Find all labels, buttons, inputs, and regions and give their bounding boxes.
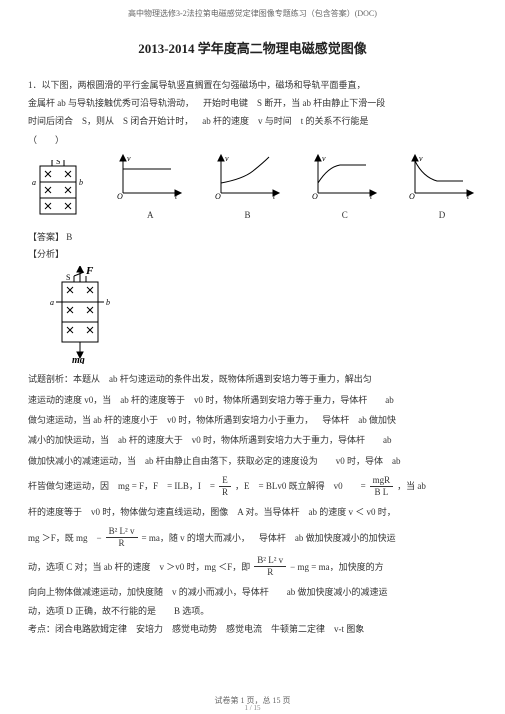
- question-line-3: 时间后闭合 S，则从 S 闭合开始计时， ab 杆的速度 v 与时间 t 的关系…: [28, 114, 477, 128]
- force-f-label: F: [85, 266, 94, 277]
- analysis-p1: 试题剖析：本题从 ab 杆匀速运动的条件出发，既物体所遇到安培力等于重力，解出匀: [28, 372, 477, 386]
- question-line-1: 1．以下图，两根圆滑的平行金属导轨竖直搁置在匀强磁场中，磁场和导轨平面垂直，: [28, 78, 477, 92]
- analysis-p9: 动，选项 C 对；当 ab 杆的速度 v ＞v0 时，mg ＜F，即 B² L²…: [28, 556, 477, 577]
- frac-num: E: [219, 476, 231, 487]
- analysis-p8: mg ＞F，既 mg − B² L² v R = ma，随 v 的增大而减小， …: [28, 527, 477, 548]
- frac-mgr: mgR B L: [370, 476, 394, 497]
- frac-den-4: R: [264, 567, 276, 577]
- option-c-label: C: [310, 208, 380, 222]
- option-d-label: D: [407, 208, 477, 222]
- figure-row: S a b v O t A: [28, 153, 477, 222]
- axis-v-d: v: [419, 154, 423, 163]
- analysis-p3: 做匀速运动，当 ab 杆的速度小于 v0 时，物体所遇到安培力小于重力， 导体杆…: [28, 413, 477, 427]
- axis-v-c: v: [322, 154, 326, 163]
- axis-o-d: O: [409, 192, 415, 201]
- answer-label: 【答案】 B: [28, 230, 477, 244]
- analysis-p5: 做加快减小的减速运动，当 ab 杆由静止自由落下，获取必定的速度设为 v0 时，…: [28, 454, 477, 468]
- page-title: 2013-2014 学年度高二物理电磁感觉图像: [28, 39, 477, 60]
- p6-a: 杆皆做匀速运动，因 mg = F，F = ILB，I =: [28, 479, 215, 493]
- graph-a: v O t A: [115, 153, 185, 222]
- analysis-p2: 速运动的速度 v0，当 ab 杆的速度等于 v0 时，物体所遇到安培力等于重力，…: [28, 393, 477, 407]
- frac-den-2: B L: [372, 487, 392, 497]
- p8-a: mg ＞F，既 mg −: [28, 531, 102, 545]
- p9-a: 动，选项 C 对；当 ab 杆的速度 v ＞v0 时，mg ＜F，即: [28, 560, 250, 574]
- p6-b: ，E = BLv0 既立解得 v0 =: [235, 479, 366, 493]
- p8-b: = ma，随 v 的增大而减小， 导体杆 ab 做加快度减小的加快运: [142, 531, 396, 545]
- p6-c: ，当 ab: [397, 479, 426, 493]
- frac-blv: B² L² v R: [106, 527, 138, 548]
- analysis-p11: 动，选项 D 正确，故不行能的是 B 选项。: [28, 604, 477, 618]
- frac-num-2: mgR: [370, 476, 394, 487]
- graph-b: v O t B: [213, 153, 283, 222]
- switch-s-label: S: [66, 273, 70, 282]
- analysis-p7: 杆的速度等于 v0 时，物体做匀速直线运动，图像 A 对。当导体杆 ab 的速度…: [28, 505, 477, 519]
- analysis-p4: 减小的加快运动，当 ab 杆的速度大于 v0 时，物体所遇到安培力大于重力，导体…: [28, 433, 477, 447]
- question-line-4: （ ）: [28, 133, 477, 147]
- switch-label: S: [56, 160, 60, 166]
- option-a-label: A: [115, 208, 185, 222]
- terminal-a-big: a: [50, 298, 54, 307]
- header-note: 高中物理选修3-2法拉第电磁感觉定律图像专题练习（包含答案）(DOC): [28, 8, 477, 21]
- graph-c: v O t C: [310, 153, 380, 222]
- terminal-b-label: b: [79, 178, 83, 187]
- force-diagram: F S a b mg: [48, 266, 477, 368]
- terminal-b-big: b: [106, 298, 110, 307]
- axis-o-a: O: [117, 192, 123, 201]
- frac-e-r: E R: [219, 476, 231, 497]
- circuit-diagram: S a b: [28, 160, 88, 222]
- force-mg-label: mg: [72, 355, 85, 364]
- analysis-p10: 向向上物体做减速运动，加快度随 v 的减小而减小，导体杆 ab 做加快度减小的减…: [28, 585, 477, 599]
- frac-den-3: R: [116, 538, 128, 548]
- analysis-label: 【分析】: [28, 247, 477, 261]
- frac-den: R: [219, 487, 231, 497]
- axis-o-c: O: [312, 192, 318, 201]
- p9-b: − mg = ma，加快度的方: [290, 560, 383, 574]
- axis-v-a: v: [127, 154, 131, 163]
- analysis-p6: 杆皆做匀速运动，因 mg = F，F = ILB，I = E R ，E = BL…: [28, 476, 477, 497]
- frac-blv-2: B² L² v R: [254, 556, 286, 577]
- frac-num-4: B² L² v: [254, 556, 286, 567]
- page-number: 1 / 15: [0, 703, 505, 714]
- frac-num-3: B² L² v: [106, 527, 138, 538]
- terminal-a-label: a: [32, 178, 36, 187]
- graph-d: v O t D: [407, 153, 477, 222]
- analysis-p12: 考点：闭合电路欧姆定律 安培力 感觉电动势 感觉电流 牛顿第二定律 v-t 图象: [28, 622, 477, 636]
- axis-v-b: v: [225, 154, 229, 163]
- option-b-label: B: [213, 208, 283, 222]
- axis-o-b: O: [215, 192, 221, 201]
- question-line-2: 金属杆 ab 与导轨接触优秀可沿导轨滑动， 开始时电键 S 断开，当 ab 杆由…: [28, 96, 477, 110]
